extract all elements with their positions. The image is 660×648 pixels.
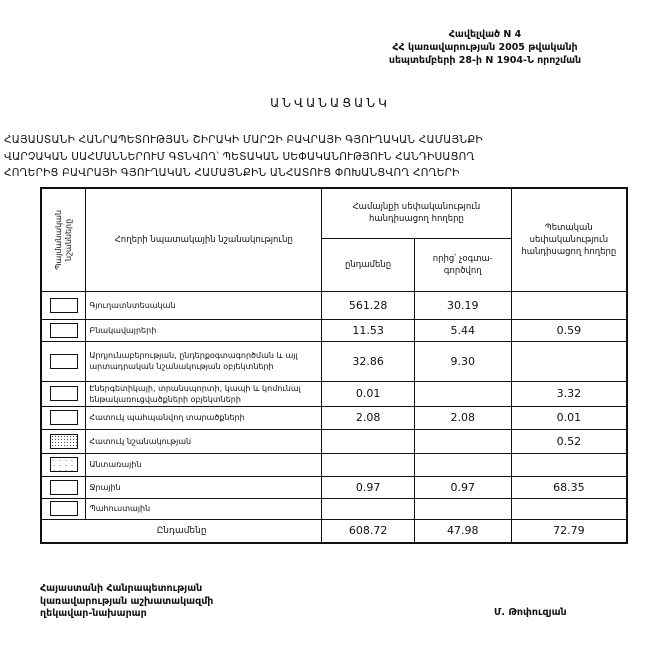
- header-legend: Պայմանական նշանները: [40, 187, 87, 292]
- unused-cell: 30.19: [413, 290, 512, 320]
- table-row: Ջրային 0.97 0.97 68.35: [40, 475, 628, 499]
- legend-swatch-icon: [49, 410, 78, 425]
- purpose-cell: Հատուկ պահպանվող տարածքների: [85, 405, 323, 430]
- total-cell: 561.28: [321, 290, 415, 320]
- purpose-cell: Էներգետիկայի, տրանսպորտի, կապի և կոմունա…: [85, 380, 323, 407]
- subtitle-line: ՀՈՂԵՐԻՑ ԲԱՎՐԱՅԻ ԳՅՈՒՂԱԿԱՆ ՀԱՄԱՅՆՔԻՆ ԱՆՀԱ…: [4, 167, 460, 179]
- state-cell: 68.35: [510, 475, 628, 499]
- header-purpose: Հողերի նպատակային նշանակությունը: [85, 187, 323, 292]
- document-title: ԱՆՎԱՆԱՑԱՆԿ: [270, 96, 390, 110]
- total-cell: 0.97: [321, 475, 415, 499]
- legend-cell: [40, 340, 87, 382]
- unused-cell: [413, 452, 512, 477]
- purpose-cell: Հատուկ նշանակության: [85, 428, 323, 454]
- total-row: Ընդամենը 608.72 47.98 72.79: [40, 518, 628, 544]
- unused-cell: 9.30: [413, 340, 512, 382]
- legend-cell: [40, 290, 87, 320]
- document-subtitle: ՀԱՅԱՍՏԱՆԻ ՀԱՆՐԱՊԵՏՈՒԹՅԱՆ ՇԻՐԱԿԻ ՄԱՐԶԻ ԲԱ…: [4, 132, 654, 182]
- state-cell: 0.01: [510, 405, 628, 430]
- annex-number: Հավելված N 4: [448, 29, 522, 40]
- purpose-cell: Անտառային: [85, 452, 323, 477]
- legend-cell: [40, 405, 87, 430]
- legend-cell: [40, 318, 87, 342]
- table-row: Գյուղատնտեսական 561.28 30.19: [40, 290, 628, 320]
- legend-cell: [40, 497, 87, 520]
- land-table: Պայմանական նշանները Հողերի նպատակային նշ…: [40, 187, 628, 544]
- legend-swatch-icon: [49, 386, 78, 401]
- legend-swatch-icon: [49, 433, 78, 449]
- total-cell: 2.08: [321, 405, 415, 430]
- table-row: Արդյունաբերության, ընդերքօգտագործման և ա…: [40, 340, 628, 382]
- unused-cell: 0.97: [413, 475, 512, 499]
- table-row: Բնակավայրերի 11.53 5.44 0.59: [40, 318, 628, 342]
- unused-cell: [413, 428, 512, 454]
- unused-cell: 2.08: [413, 405, 512, 430]
- subtitle-line: ՎԱՐՉԱԿԱՆ ՍԱՀՄԱՆՆԵՐՈՒՄ ԳՏՆՎՈՂ՝ ՊԵՏԱԿԱՆ ՍԵ…: [4, 150, 475, 163]
- total-cell: [321, 428, 415, 454]
- unused-cell: [413, 380, 512, 407]
- total-cell: 11.53: [321, 318, 415, 342]
- header-unused: որից՝ չօգտա-գործվող: [413, 237, 512, 292]
- legend-cell: [40, 475, 87, 499]
- legend-cell: [40, 380, 87, 407]
- legend-cell: [40, 452, 87, 477]
- total-cell: 32.86: [321, 340, 415, 382]
- signatory-name: Մ. Թոփուզյան: [494, 607, 567, 618]
- annex-line: սեպտեմբերի 28-ի N 1904-Ն որոշման: [388, 55, 582, 66]
- purpose-cell: Բնակավայրերի: [85, 318, 323, 342]
- legend-cell: [40, 428, 87, 454]
- annex-line: ՀՀ կառավարության 2005 թվականի: [392, 42, 578, 53]
- total-cell: [321, 497, 415, 520]
- signatory-title: Հայաստանի Հանրապետության կառավարության ա…: [40, 583, 213, 621]
- table-row: Հատուկ նշանակության 0.52: [40, 428, 628, 454]
- subtitle-line: ՀԱՅԱՍՏԱՆԻ ՀԱՆՐԱՊԵՏՈՒԹՅԱՆ ՇԻՐԱԿԻ ՄԱՐԶԻ ԲԱ…: [4, 134, 483, 146]
- table-row: Անտառային: [40, 452, 628, 477]
- legend-swatch-icon: [49, 322, 78, 338]
- state-cell: 0.52: [510, 428, 628, 454]
- legend-swatch-icon: [49, 479, 78, 495]
- signatory-line: ղեկավար-նախարար: [40, 608, 147, 619]
- state-cell: [510, 497, 628, 520]
- header-community: Համայնքի սեփականություն հանդիսացող հողեր…: [321, 187, 512, 239]
- header-state: Պետական սեփականություն հանդիսացող հողերը: [510, 187, 628, 292]
- total-cell: [321, 452, 415, 477]
- state-total-value: 72.79: [510, 518, 628, 544]
- table-row: Հատուկ պահպանվող տարածքների 2.08 2.08 0.…: [40, 405, 628, 430]
- total-value: 608.72: [321, 518, 415, 544]
- legend-swatch-icon: [49, 353, 78, 369]
- table-row: Պահուստային: [40, 497, 628, 520]
- purpose-cell: Պահուստային: [85, 497, 323, 520]
- total-cell: 0.01: [321, 380, 415, 407]
- state-cell: [510, 452, 628, 477]
- legend-swatch-icon: [49, 501, 78, 516]
- legend-swatch-icon: [49, 457, 78, 472]
- state-cell: 0.59: [510, 318, 628, 342]
- legend-swatch-icon: [49, 297, 78, 313]
- table-row: Էներգետիկայի, տրանսպորտի, կապի և կոմունա…: [40, 380, 628, 407]
- header-total: ընդամենը: [321, 237, 415, 292]
- state-cell: 3.32: [510, 380, 628, 407]
- purpose-cell: Գյուղատնտեսական: [85, 290, 323, 320]
- unused-cell: 5.44: [413, 318, 512, 342]
- state-cell: [510, 340, 628, 382]
- purpose-cell: Արդյունաբերության, ընդերքօգտագործման և ա…: [85, 340, 323, 382]
- total-label: Ընդամենը: [40, 518, 323, 544]
- purpose-cell: Ջրային: [85, 475, 323, 499]
- signatory-line: Հայաստանի Հանրապետության: [40, 583, 203, 594]
- state-cell: [510, 290, 628, 320]
- unused-total-value: 47.98: [413, 518, 512, 544]
- signatory-line: կառավարության աշխատակազմի: [40, 595, 214, 607]
- annex-reference: Հավելված N 4 ՀՀ կառավարության 2005 թվակա…: [370, 28, 600, 67]
- unused-cell: [413, 497, 512, 520]
